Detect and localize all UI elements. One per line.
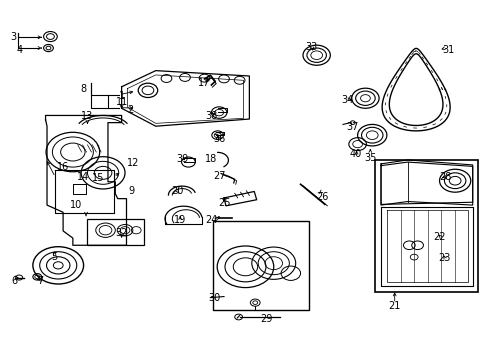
- Text: 36: 36: [213, 134, 225, 144]
- Text: 3: 3: [10, 32, 16, 41]
- Text: 17: 17: [198, 78, 210, 88]
- Text: 4: 4: [16, 45, 22, 55]
- Text: 10: 10: [70, 200, 82, 210]
- Text: 19: 19: [174, 215, 186, 225]
- Text: 38: 38: [205, 111, 217, 121]
- Text: 40: 40: [349, 149, 361, 159]
- Text: 29: 29: [260, 314, 272, 324]
- Text: 35: 35: [364, 153, 376, 163]
- Text: 9: 9: [128, 186, 134, 197]
- Text: 28: 28: [438, 172, 450, 182]
- Text: 15: 15: [92, 173, 104, 183]
- Text: 14: 14: [76, 172, 88, 182]
- Text: 24: 24: [205, 215, 217, 225]
- Text: 27: 27: [212, 171, 225, 181]
- Text: 22: 22: [432, 232, 445, 242]
- Bar: [374, 160, 477, 292]
- Text: 20: 20: [171, 186, 183, 197]
- Text: 16: 16: [57, 162, 69, 172]
- Text: 2: 2: [126, 105, 133, 115]
- Text: 6: 6: [11, 276, 18, 286]
- Text: 1: 1: [118, 91, 124, 101]
- Text: 8: 8: [81, 84, 86, 94]
- Text: 32: 32: [115, 228, 127, 238]
- Bar: [87, 219, 143, 244]
- Text: 12: 12: [127, 158, 139, 168]
- Text: 37: 37: [346, 122, 358, 132]
- Text: 18: 18: [205, 154, 217, 164]
- Text: 25: 25: [217, 198, 230, 208]
- Text: 23: 23: [437, 253, 449, 263]
- Text: 13: 13: [81, 111, 93, 121]
- Text: 30: 30: [208, 293, 220, 303]
- Text: 7: 7: [38, 276, 44, 286]
- Text: 5: 5: [51, 252, 57, 262]
- Text: 31: 31: [441, 45, 453, 55]
- Text: 26: 26: [316, 192, 328, 202]
- Bar: [212, 221, 309, 310]
- Text: 34: 34: [341, 95, 353, 105]
- Text: 33: 33: [305, 42, 317, 51]
- Text: 11: 11: [115, 97, 127, 107]
- Text: 39: 39: [176, 154, 188, 164]
- Text: 21: 21: [387, 301, 400, 311]
